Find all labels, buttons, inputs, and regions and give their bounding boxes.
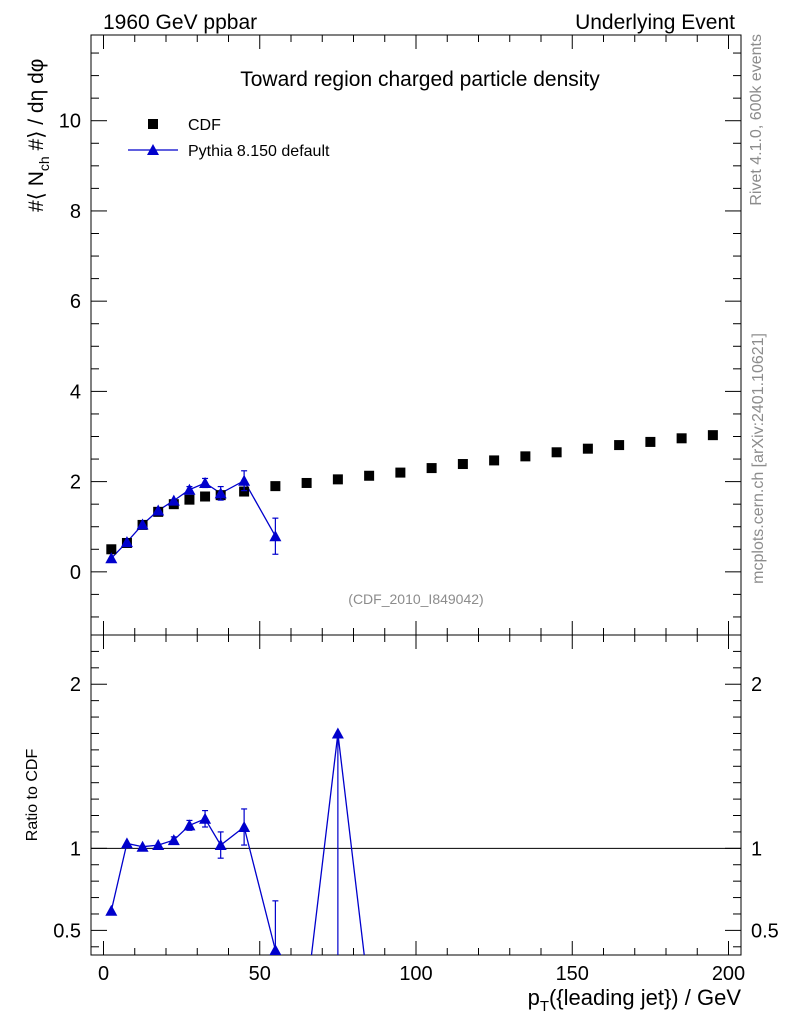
ratio-clipped-group — [105, 727, 365, 955]
xlabel-subscript: T — [540, 998, 549, 1015]
mc-data-point — [269, 530, 282, 542]
legend-mc-marker — [147, 144, 159, 155]
cdf-data-point — [364, 470, 375, 481]
header-right: Underlying Event — [575, 11, 735, 34]
rivet-label: Rivet 4.1.0, 600k events — [748, 34, 765, 206]
x-tick-label: 100 — [399, 963, 432, 985]
ylabel-bracket: ⟨ N — [25, 171, 48, 200]
cdf-data-point — [184, 494, 195, 505]
cdf-data-point — [707, 430, 718, 441]
x-tick-label: 150 — [556, 963, 589, 985]
main-y-tick-label: 10 — [59, 111, 81, 133]
cdf-data-point — [239, 486, 250, 497]
ratio-data-point — [199, 812, 212, 824]
header-left: 1960 GeV ppbar — [103, 11, 257, 34]
main-y-tick-label: 0 — [70, 562, 81, 584]
cdf-data-point — [582, 443, 593, 454]
cdf-data-point — [106, 544, 117, 555]
ratio-data-point — [152, 839, 165, 851]
ratio-series-line — [110, 733, 365, 955]
ratio-frame — [90, 634, 742, 956]
x-tick-label: 0 — [98, 963, 109, 985]
legend-mc-label: Pythia 8.150 default — [188, 143, 330, 160]
ratio-y-tick-label: 0.5 — [53, 920, 81, 942]
cdf-data-point — [395, 467, 406, 478]
main-y-tick-label: 6 — [70, 291, 81, 313]
ratio-panel: Ratio to CDF pT({leading jet}) / GeV 0 50… — [24, 634, 779, 1015]
ratio-data-point — [120, 837, 133, 849]
x-axis-label: pT({leading jet}) / GeV — [528, 985, 742, 1015]
ratio-data-point — [331, 727, 344, 739]
mc-data-point — [238, 474, 251, 486]
ratio-y-tick-label-right: 1 — [751, 838, 762, 860]
cdf-data-point — [676, 433, 687, 444]
cdf-data-point — [520, 451, 531, 462]
ratio-data-point — [269, 944, 282, 955]
x-tick-label: 200 — [712, 963, 745, 985]
cdf-data-point — [645, 436, 656, 447]
ylabel-rest: #⟩ / dη dφ — [25, 59, 48, 157]
main-y-tick-label: 4 — [70, 381, 81, 403]
main-y-tick-label: 8 — [70, 201, 81, 223]
ratio-data-point — [238, 821, 251, 832]
mc-data-point — [199, 476, 212, 488]
ratio-y-tick-label: 1 — [70, 838, 81, 860]
ratio-y-tick-label: 2 — [70, 674, 81, 696]
mc-data-point — [167, 494, 180, 506]
main-y-axis-label: #⟨ Nch #⟩ / dη dφ — [25, 59, 52, 212]
cdf-data-point — [551, 447, 562, 458]
ylabel-hash: # — [25, 200, 48, 212]
analysis-watermark: (CDF_2010_I849042) — [348, 591, 483, 607]
main-panel: Toward region charged particle density (… — [25, 34, 742, 636]
cdf-data-point — [489, 455, 500, 466]
mc-data-point — [214, 487, 227, 499]
mc-data-point — [136, 518, 149, 530]
ratio-data-point — [105, 904, 118, 916]
chart-title: Toward region charged particle density — [240, 68, 600, 91]
mc-series-line — [110, 479, 276, 559]
ratio-y-axis-label: Ratio to CDF — [24, 749, 41, 842]
mc-data-point — [120, 536, 133, 548]
ratio-data-point — [183, 819, 196, 831]
xlabel-rest: ({leading jet}) / GeV — [549, 985, 741, 1010]
legend-cdf-label: CDF — [188, 117, 221, 134]
cdf-data-point — [457, 459, 468, 470]
ratio-data-point — [167, 834, 180, 846]
mc-data-point — [105, 552, 118, 564]
ratio-data-point — [214, 839, 227, 851]
cdf-data-point — [270, 481, 281, 492]
legend-cdf-marker — [148, 119, 158, 129]
cdf-data-point — [614, 440, 625, 451]
main-y-tick-label: 2 — [70, 472, 81, 494]
ylabel-subscript: ch — [36, 156, 52, 171]
ratio-y-tick-label-right: 2 — [751, 674, 762, 696]
cdf-data-point — [301, 477, 312, 488]
xlabel-p: p — [528, 985, 540, 1010]
cdf-data-point — [200, 491, 211, 502]
cdf-data-point — [332, 474, 343, 485]
legend: CDF Pythia 8.150 default — [128, 117, 330, 160]
ratio-y-tick-label-right: 0.5 — [751, 920, 779, 942]
mcplots-label: mcplots.cern.ch [arXiv:2401.10621] — [750, 333, 767, 584]
cdf-data-point — [426, 463, 437, 474]
mc-data-point — [183, 483, 196, 495]
x-tick-label: 50 — [249, 963, 271, 985]
mc-data-point — [152, 504, 165, 516]
ratio-data-point — [136, 840, 149, 852]
